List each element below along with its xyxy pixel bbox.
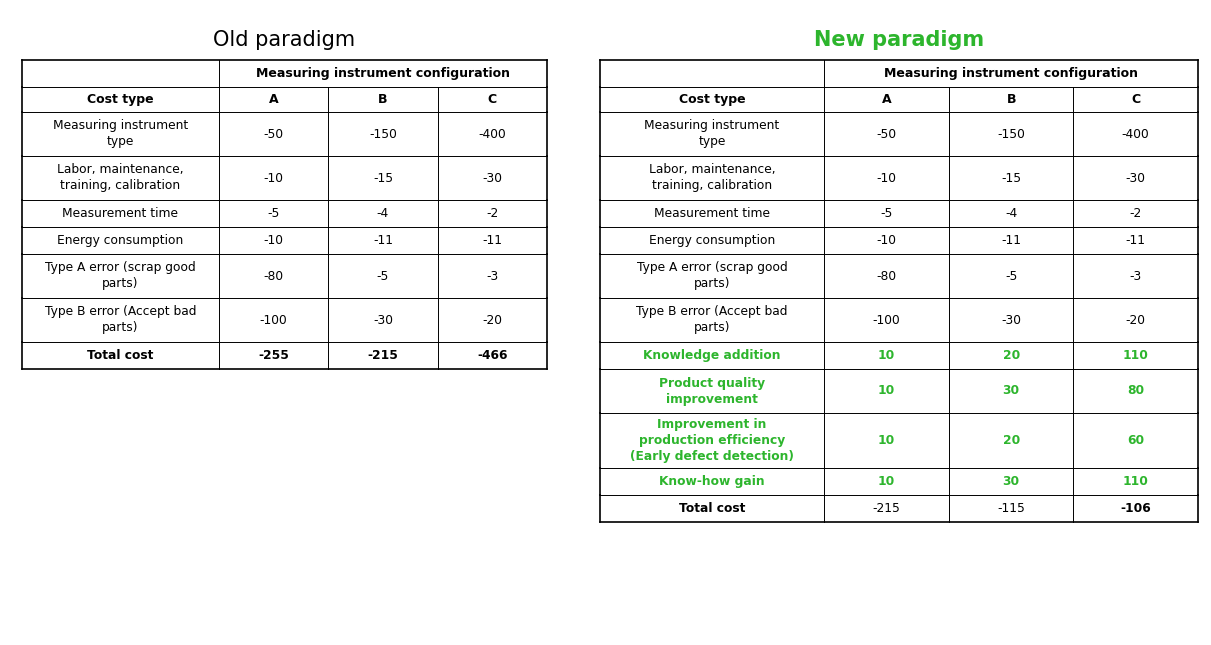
Text: -3: -3 [486,270,499,283]
Text: -466: -466 [477,349,507,362]
Text: -11: -11 [482,234,503,247]
Text: -80: -80 [264,270,283,283]
Text: Improvement in
production efficiency
(Early defect detection): Improvement in production efficiency (Ea… [630,418,794,463]
Text: 20: 20 [1003,349,1020,362]
Text: Total cost: Total cost [87,349,154,362]
Text: -10: -10 [264,234,283,247]
Text: -115: -115 [997,502,1025,515]
Text: Knowledge addition: Knowledge addition [643,349,781,362]
Text: -15: -15 [373,172,394,184]
Text: -5: -5 [880,207,893,220]
Text: -4: -4 [377,207,389,220]
Text: -10: -10 [877,172,896,184]
Text: -255: -255 [258,349,289,362]
Text: -215: -215 [873,502,901,515]
Text: -106: -106 [1120,502,1152,515]
Text: 110: 110 [1123,475,1149,488]
Text: Type A error (scrap good
parts): Type A error (scrap good parts) [45,261,196,290]
Text: -215: -215 [367,349,398,362]
Text: Measuring instrument
type: Measuring instrument type [53,119,188,148]
Text: -5: -5 [1005,270,1017,283]
Text: -100: -100 [873,313,901,326]
Text: -50: -50 [264,128,283,141]
Text: A: A [269,93,279,106]
Text: -30: -30 [482,172,503,184]
Text: -11: -11 [1126,234,1146,247]
Text: 60: 60 [1127,434,1144,447]
Text: B: B [1006,93,1016,106]
Text: -11: -11 [1001,234,1021,247]
Text: -3: -3 [1130,270,1142,283]
Text: -100: -100 [259,313,287,326]
Text: -30: -30 [1126,172,1146,184]
Text: 30: 30 [1003,475,1020,488]
Text: -2: -2 [486,207,499,220]
Text: Measuring instrument
type: Measuring instrument type [644,119,780,148]
Text: -4: -4 [1005,207,1017,220]
Text: Energy consumption: Energy consumption [649,234,775,247]
Text: -20: -20 [1126,313,1146,326]
Text: Measuring instrument configuration: Measuring instrument configuration [884,67,1138,80]
Text: B: B [378,93,388,106]
Text: Cost type: Cost type [87,93,154,106]
Text: -2: -2 [1130,207,1142,220]
Text: Type B error (Accept bad
parts): Type B error (Accept bad parts) [636,306,788,335]
Text: -5: -5 [268,207,280,220]
Text: -150: -150 [997,128,1025,141]
Text: Measurement time: Measurement time [63,207,178,220]
Text: Total cost: Total cost [679,502,745,515]
Text: -150: -150 [369,128,397,141]
Text: New paradigm: New paradigm [814,30,985,50]
Text: -30: -30 [1001,313,1021,326]
Text: C: C [1131,93,1141,106]
Text: 30: 30 [1003,384,1020,397]
Text: Energy consumption: Energy consumption [57,234,184,247]
Text: 20: 20 [1003,434,1020,447]
Text: Product quality
improvement: Product quality improvement [659,377,765,406]
Text: -10: -10 [877,234,896,247]
Text: 10: 10 [878,384,895,397]
Text: -20: -20 [482,313,503,326]
Text: Type A error (scrap good
parts): Type A error (scrap good parts) [637,261,787,290]
Text: -11: -11 [373,234,392,247]
Text: -5: -5 [377,270,389,283]
Text: C: C [488,93,497,106]
Text: -400: -400 [1121,128,1149,141]
Text: 80: 80 [1127,384,1144,397]
Text: Cost type: Cost type [679,93,746,106]
Text: -80: -80 [877,270,896,283]
Text: 10: 10 [878,349,895,362]
Text: -50: -50 [877,128,896,141]
Text: Labor, maintenance,
training, calibration: Labor, maintenance, training, calibratio… [57,163,184,192]
Text: 10: 10 [878,434,895,447]
Text: 110: 110 [1123,349,1149,362]
Text: -15: -15 [1001,172,1021,184]
Text: Labor, maintenance,
training, calibration: Labor, maintenance, training, calibratio… [649,163,775,192]
Text: Old paradigm: Old paradigm [213,30,356,50]
Text: -10: -10 [264,172,283,184]
Text: 10: 10 [878,475,895,488]
Text: Type B error (Accept bad
parts): Type B error (Accept bad parts) [45,306,196,335]
Text: A: A [882,93,891,106]
Text: -30: -30 [373,313,392,326]
Text: Know-how gain: Know-how gain [659,475,765,488]
Text: Measurement time: Measurement time [654,207,770,220]
Text: -400: -400 [478,128,506,141]
Text: Measuring instrument configuration: Measuring instrument configuration [256,67,510,80]
